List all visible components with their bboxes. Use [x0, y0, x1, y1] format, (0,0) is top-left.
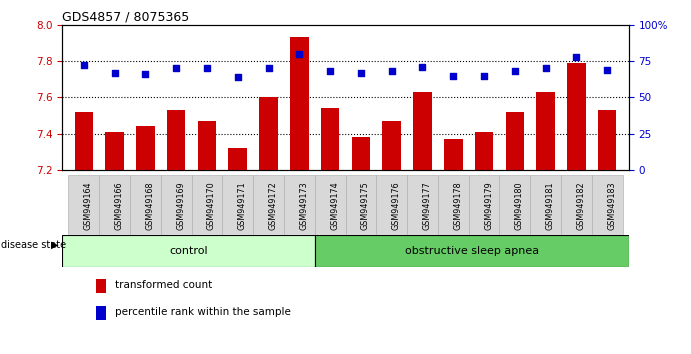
Text: GSM949182: GSM949182 — [576, 181, 585, 230]
Bar — [438, 175, 468, 235]
Text: percentile rank within the sample: percentile rank within the sample — [115, 307, 291, 317]
Bar — [321, 108, 339, 170]
Bar — [567, 63, 586, 170]
Bar — [99, 175, 130, 235]
Bar — [536, 92, 555, 170]
Text: disease state: disease state — [1, 240, 66, 250]
Text: GSM949166: GSM949166 — [115, 181, 124, 229]
Point — [479, 73, 490, 78]
Text: GSM949179: GSM949179 — [484, 181, 493, 230]
Bar — [475, 132, 493, 170]
Text: control: control — [169, 246, 208, 256]
Bar — [62, 235, 314, 267]
Bar — [346, 175, 377, 235]
Text: GSM949183: GSM949183 — [607, 181, 616, 229]
Bar — [105, 132, 124, 170]
Text: GSM949169: GSM949169 — [176, 181, 185, 230]
Point — [294, 51, 305, 57]
Text: GSM949181: GSM949181 — [546, 181, 555, 229]
Point — [571, 54, 582, 59]
Bar — [500, 175, 530, 235]
Bar — [592, 175, 623, 235]
Bar — [223, 175, 253, 235]
Point — [509, 68, 520, 74]
Bar — [598, 110, 616, 170]
Bar — [377, 175, 407, 235]
Text: GSM949173: GSM949173 — [299, 181, 308, 230]
Bar — [314, 235, 629, 267]
Bar — [530, 175, 561, 235]
Bar — [68, 175, 99, 235]
Bar — [167, 110, 185, 170]
Point — [386, 68, 397, 74]
Bar — [290, 38, 309, 170]
Text: GSM949176: GSM949176 — [392, 181, 401, 230]
Point — [325, 68, 336, 74]
Bar — [561, 175, 592, 235]
Bar — [413, 92, 432, 170]
Point — [355, 70, 366, 75]
Bar — [506, 112, 524, 170]
Bar — [382, 121, 401, 170]
Bar — [75, 112, 93, 170]
Point — [263, 65, 274, 71]
Point — [448, 73, 459, 78]
Point — [540, 65, 551, 71]
Bar — [284, 175, 314, 235]
Text: ▶: ▶ — [51, 240, 59, 250]
Text: obstructive sleep apnea: obstructive sleep apnea — [405, 246, 539, 256]
Text: GSM949170: GSM949170 — [207, 181, 216, 230]
Bar — [407, 175, 438, 235]
Text: GSM949174: GSM949174 — [330, 181, 339, 230]
Bar — [259, 97, 278, 170]
Bar — [352, 137, 370, 170]
Text: GSM949172: GSM949172 — [269, 181, 278, 230]
Bar — [136, 126, 155, 170]
Text: GSM949177: GSM949177 — [422, 181, 431, 230]
Bar — [96, 279, 106, 293]
Text: GSM949175: GSM949175 — [361, 181, 370, 230]
Point — [232, 74, 243, 80]
Bar — [96, 306, 106, 320]
Bar — [191, 175, 223, 235]
Point — [171, 65, 182, 71]
Bar — [161, 175, 191, 235]
Text: GSM949178: GSM949178 — [453, 181, 462, 230]
Text: transformed count: transformed count — [115, 280, 212, 290]
Bar — [253, 175, 284, 235]
Bar — [198, 121, 216, 170]
Bar — [229, 148, 247, 170]
Text: GDS4857 / 8075365: GDS4857 / 8075365 — [62, 11, 189, 24]
Text: GSM949180: GSM949180 — [515, 181, 524, 229]
Bar — [444, 139, 462, 170]
Point — [201, 65, 212, 71]
Bar — [314, 175, 346, 235]
Text: GSM949168: GSM949168 — [145, 181, 154, 229]
Point — [109, 70, 120, 75]
Point — [78, 63, 89, 68]
Point — [417, 64, 428, 70]
Text: GSM949171: GSM949171 — [238, 181, 247, 230]
Point — [140, 71, 151, 77]
Bar — [130, 175, 161, 235]
Bar — [468, 175, 500, 235]
Text: GSM949164: GSM949164 — [84, 181, 93, 229]
Point — [602, 67, 613, 73]
